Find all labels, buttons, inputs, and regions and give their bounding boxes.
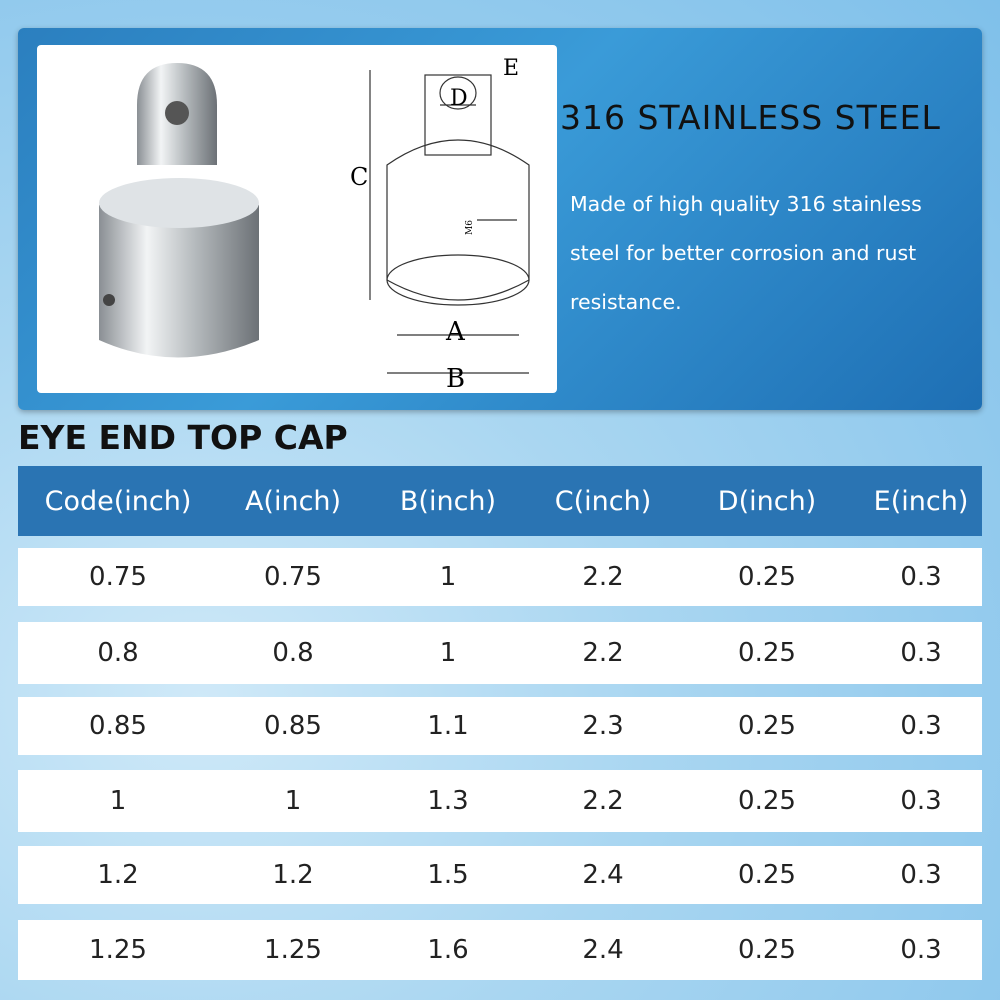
table-cell: 0.25	[738, 860, 796, 890]
table-cell: 1.5	[427, 860, 469, 890]
table-cell: 0.25	[738, 711, 796, 741]
table-cell: 2.2	[582, 638, 624, 668]
table-cell: C(inch)	[554, 485, 652, 517]
table-cell: 2.2	[582, 786, 624, 816]
dim-label: C	[350, 163, 368, 191]
table-cell: 0.25	[738, 786, 796, 816]
table-cell: 0.3	[900, 711, 942, 741]
table-cell: 0.85	[89, 711, 147, 741]
dim-label: B	[446, 364, 465, 393]
dim-label: D	[450, 86, 468, 111]
table-cell: 0.3	[900, 860, 942, 890]
table-cell: B(inch)	[399, 485, 497, 517]
table-cell: Code(inch)	[44, 485, 192, 517]
table-cell: 1.3	[427, 786, 469, 816]
table-cell: 0.8	[272, 638, 314, 668]
table-cell: 0.75	[264, 562, 322, 592]
table-cell: 2.4	[582, 935, 624, 965]
table-cell: 1	[109, 786, 127, 816]
table-cell: 1.2	[97, 860, 139, 890]
table-cell: 2.2	[582, 562, 624, 592]
table-cell: 1	[284, 786, 302, 816]
table-cell: 1.2	[272, 860, 314, 890]
table-cell: 0.3	[900, 786, 942, 816]
table-cell: A(inch)	[244, 485, 342, 517]
table-cell: D(inch)	[717, 485, 817, 517]
table-cell: 0.25	[738, 562, 796, 592]
table-row: 0.85 0.85 1.1 2.3 0.25 0.3	[18, 697, 982, 755]
product-drawing: C D E A B M6	[99, 56, 530, 394]
dim-label: E	[503, 56, 519, 81]
table-cell: 0.3	[900, 935, 942, 965]
table-cell: 0.25	[738, 638, 796, 668]
table-row: 1 1 1.3 2.2 0.25 0.3	[18, 770, 982, 832]
table-cell: 1	[439, 638, 457, 668]
table-title: EYE END TOP CAP	[18, 418, 348, 457]
table-cell: 1.25	[264, 935, 322, 965]
table-row: 1.25 1.25 1.6 2.4 0.25 0.3	[18, 920, 982, 980]
table-cell: 1.25	[89, 935, 147, 965]
table-cell: 1.6	[427, 935, 469, 965]
table-cell: 0.25	[738, 935, 796, 965]
panel-title: 316 STAINLESS STEEL	[560, 98, 941, 137]
product-image: C D E A B M6	[37, 45, 557, 394]
cap-body	[99, 185, 259, 358]
table-cell: 0.8	[97, 638, 139, 668]
table-row: 0.75 0.75 1 2.2 0.25 0.3	[18, 548, 982, 606]
set-screw	[103, 294, 115, 306]
feature-panel: C D E A B M6 316 STAINLESS STEEL Made of…	[18, 28, 982, 410]
panel-description: Made of high quality 316 stainless steel…	[570, 192, 922, 314]
table-cell: 0.3	[900, 638, 942, 668]
table-cell: 1.1	[427, 711, 469, 741]
dim-label: A	[445, 317, 466, 347]
table-cell: 2.3	[582, 711, 624, 741]
eye-hole	[165, 101, 189, 125]
dim-label: M6	[465, 220, 475, 235]
table-header: Code(inch) A(inch) B(inch) C(inch) D(inch) E(…	[18, 466, 982, 536]
table-cell: 0.75	[89, 562, 147, 592]
table-cell: 0.3	[900, 562, 942, 592]
table-cell: 1	[439, 562, 457, 592]
table-cell: E(inch)	[873, 485, 969, 517]
cap-top	[99, 178, 259, 228]
table-row: 0.8 0.8 1 2.2 0.25 0.3	[18, 622, 982, 684]
table-row: 1.2 1.2 1.5 2.4 0.25 0.3	[18, 846, 982, 904]
table-cell: 2.4	[582, 860, 624, 890]
table-cell: 0.85	[264, 711, 322, 741]
